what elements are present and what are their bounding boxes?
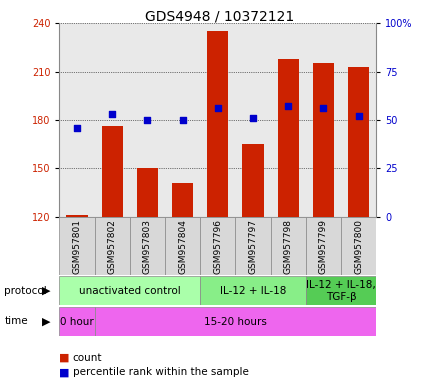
Bar — [66, 215, 88, 217]
Text: GDS4948 / 10372121: GDS4948 / 10372121 — [145, 10, 295, 23]
Bar — [102, 126, 123, 217]
Point — [214, 105, 221, 111]
Bar — [165, 217, 200, 275]
Text: IL-12 + IL-18,
TGF-β: IL-12 + IL-18, TGF-β — [306, 280, 376, 302]
Bar — [137, 169, 158, 217]
Bar — [130, 217, 165, 275]
Bar — [59, 217, 95, 275]
Bar — [200, 276, 306, 305]
Text: GSM957799: GSM957799 — [319, 219, 328, 274]
Bar — [306, 217, 341, 275]
Bar — [95, 217, 130, 275]
Bar — [341, 217, 376, 275]
Bar — [59, 276, 200, 305]
Text: 0 hour: 0 hour — [60, 316, 94, 327]
Bar — [306, 276, 376, 305]
Text: GSM957796: GSM957796 — [213, 219, 222, 274]
Bar — [200, 23, 235, 217]
Text: time: time — [4, 316, 28, 326]
Bar — [235, 23, 271, 217]
Bar — [242, 144, 264, 217]
Bar — [207, 31, 228, 217]
Text: GSM957801: GSM957801 — [73, 219, 81, 274]
Text: 15-20 hours: 15-20 hours — [204, 316, 267, 327]
Point — [320, 105, 327, 111]
Text: ■: ■ — [59, 353, 70, 363]
Bar — [130, 23, 165, 217]
Text: IL-12 + IL-18: IL-12 + IL-18 — [220, 286, 286, 296]
Bar — [95, 307, 376, 336]
Point — [355, 113, 362, 119]
Bar — [200, 217, 235, 275]
Text: ■: ■ — [59, 367, 70, 377]
Bar — [59, 307, 95, 336]
Bar — [172, 183, 193, 217]
Text: percentile rank within the sample: percentile rank within the sample — [73, 367, 249, 377]
Bar — [165, 23, 200, 217]
Point — [73, 125, 81, 131]
Text: GSM957800: GSM957800 — [354, 219, 363, 274]
Text: GSM957797: GSM957797 — [249, 219, 257, 274]
Text: protocol: protocol — [4, 286, 47, 296]
Bar — [313, 63, 334, 217]
Point — [144, 117, 151, 123]
Text: GSM957804: GSM957804 — [178, 219, 187, 273]
Text: ▶: ▶ — [42, 286, 51, 296]
Point — [109, 111, 116, 117]
Text: ▶: ▶ — [42, 316, 51, 326]
Point — [249, 115, 257, 121]
Text: GSM957803: GSM957803 — [143, 219, 152, 274]
Bar — [306, 23, 341, 217]
Text: unactivated control: unactivated control — [79, 286, 181, 296]
Point — [285, 103, 292, 109]
Bar — [271, 217, 306, 275]
Text: GSM957798: GSM957798 — [284, 219, 293, 274]
Bar — [59, 23, 95, 217]
Bar — [271, 23, 306, 217]
Bar — [341, 23, 376, 217]
Text: GSM957802: GSM957802 — [108, 219, 117, 273]
Bar — [235, 217, 271, 275]
Text: count: count — [73, 353, 102, 363]
Bar — [95, 23, 130, 217]
Bar — [348, 67, 369, 217]
Bar — [278, 59, 299, 217]
Point — [179, 117, 186, 123]
